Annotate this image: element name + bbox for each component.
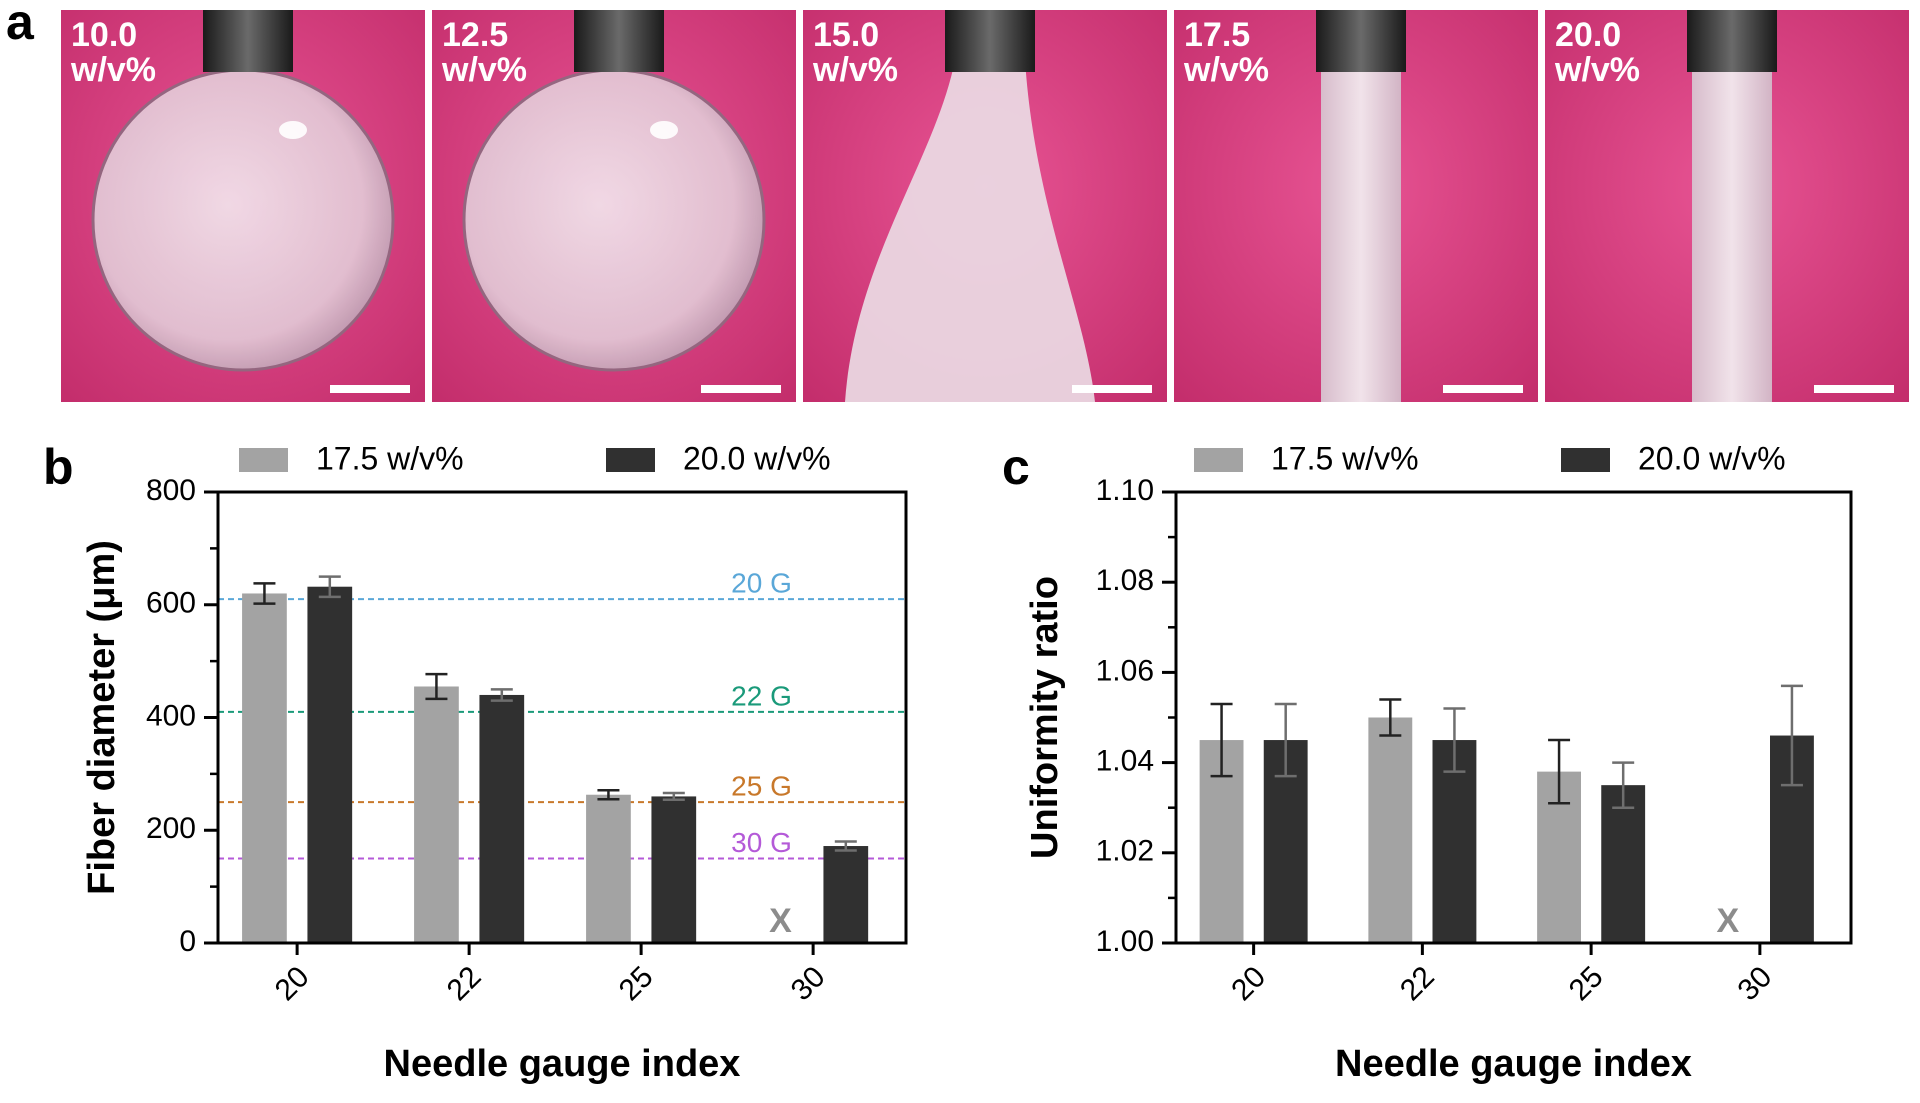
error-bar: [318, 575, 341, 599]
photo: 12.5w/v%: [432, 10, 796, 402]
x-tick-label: 30: [785, 960, 832, 1007]
legend-label: 17.5 w/v%: [316, 440, 464, 476]
droplet: [91, 68, 395, 372]
bar: [1432, 740, 1477, 943]
plot-frame: [1174, 490, 1853, 945]
error-bar: [662, 791, 685, 802]
bar: [242, 593, 287, 943]
needle: [945, 10, 1035, 72]
x-tick-label: 20: [1225, 960, 1272, 1007]
y-tick-label: 1.10: [1096, 474, 1154, 507]
fiber: [1692, 60, 1772, 402]
error-bar: [834, 840, 857, 852]
scale-bar: [1443, 385, 1523, 393]
y-axis-title: Fiber diameter (μm): [81, 540, 123, 895]
fiber: [1321, 60, 1401, 402]
unit: w/v%: [441, 51, 527, 89]
panel-label: a: [6, 0, 35, 50]
unit: w/v%: [1554, 51, 1640, 89]
y-tick-label: 600: [146, 587, 196, 620]
bar: [823, 846, 869, 943]
needle: [1316, 10, 1406, 72]
needle: [203, 10, 293, 72]
unit: w/v%: [812, 51, 898, 89]
highlight: [650, 121, 678, 139]
y-tick-label: 800: [146, 474, 196, 507]
needle: [574, 10, 664, 72]
legend-swatch: [606, 448, 655, 472]
error-bar: [1443, 707, 1466, 773]
x-tick-label: 22: [1394, 960, 1441, 1007]
missing-marker: X: [769, 902, 792, 940]
x-axis-title: Needle gauge index: [384, 1043, 741, 1085]
x-tick-label: 25: [1563, 960, 1610, 1007]
concentration: 15.0: [813, 16, 879, 54]
error-bar: [1780, 684, 1803, 787]
y-tick-label: 400: [146, 699, 196, 732]
panel-label: b: [43, 439, 74, 495]
legend-label: 20.0 w/v%: [683, 440, 831, 476]
y-tick-label: 1.04: [1096, 745, 1154, 778]
needle: [1687, 10, 1777, 72]
x-tick-label: 25: [613, 960, 660, 1007]
error-bar: [1379, 698, 1402, 737]
reference-label: 30 G: [731, 827, 792, 858]
highlight: [279, 121, 307, 139]
x-tick-label: 30: [1731, 960, 1778, 1007]
y-tick-label: 1.08: [1096, 564, 1154, 597]
legend-label: 20.0 w/v%: [1638, 440, 1786, 476]
bar: [1601, 785, 1646, 943]
error-bar: [1274, 702, 1297, 778]
error-bar: [490, 688, 513, 702]
photo: 15.0w/v%: [803, 10, 1167, 402]
y-tick-label: 1.00: [1096, 925, 1154, 958]
bar: [479, 694, 525, 943]
y-tick-label: 1.02: [1096, 835, 1154, 868]
reference-label: 20 G: [731, 568, 792, 599]
y-tick-label: 0: [179, 925, 196, 958]
scale-bar: [1072, 385, 1152, 393]
concentration: 10.0: [71, 16, 137, 54]
photo: 20.0w/v%: [1545, 10, 1909, 402]
concentration: 12.5: [442, 16, 508, 54]
unit: w/v%: [1183, 51, 1269, 89]
unit: w/v%: [70, 51, 156, 89]
bar: [414, 686, 459, 943]
droplet: [462, 68, 766, 372]
legend-label: 17.5 w/v%: [1271, 440, 1419, 476]
error-bar: [597, 788, 620, 801]
missing-marker: X: [1716, 902, 1739, 940]
scale-bar: [701, 385, 781, 393]
legend-swatch: [1561, 448, 1610, 472]
error-bar: [1210, 702, 1233, 778]
y-tick-label: 1.06: [1096, 654, 1154, 687]
y-axis-title: Uniformity ratio: [1024, 576, 1066, 859]
concentration: 20.0: [1555, 16, 1621, 54]
plot-frame: [216, 490, 908, 945]
x-tick-label: 22: [441, 960, 488, 1007]
bar: [307, 586, 353, 943]
reference-label: 22 G: [731, 680, 792, 711]
bar: [651, 796, 697, 943]
scale-bar: [1814, 385, 1894, 393]
y-tick-label: 200: [146, 812, 196, 845]
error-bar: [1612, 761, 1635, 809]
photo: 17.5w/v%: [1174, 10, 1538, 402]
bar: [1368, 717, 1413, 943]
error-bar: [1548, 738, 1571, 805]
error-bar: [253, 582, 276, 605]
legend-swatch: [1194, 448, 1243, 472]
reference-label: 25 G: [731, 770, 792, 801]
panel-label: c: [1002, 439, 1030, 495]
x-tick-label: 20: [269, 960, 316, 1007]
scale-bar: [330, 385, 410, 393]
plume: [845, 60, 1095, 402]
legend-swatch: [239, 448, 288, 472]
concentration: 17.5: [1184, 16, 1250, 54]
error-bar: [425, 672, 448, 701]
bar: [586, 794, 631, 943]
photo: 10.0w/v%: [61, 10, 425, 402]
x-axis-title: Needle gauge index: [1335, 1043, 1692, 1085]
